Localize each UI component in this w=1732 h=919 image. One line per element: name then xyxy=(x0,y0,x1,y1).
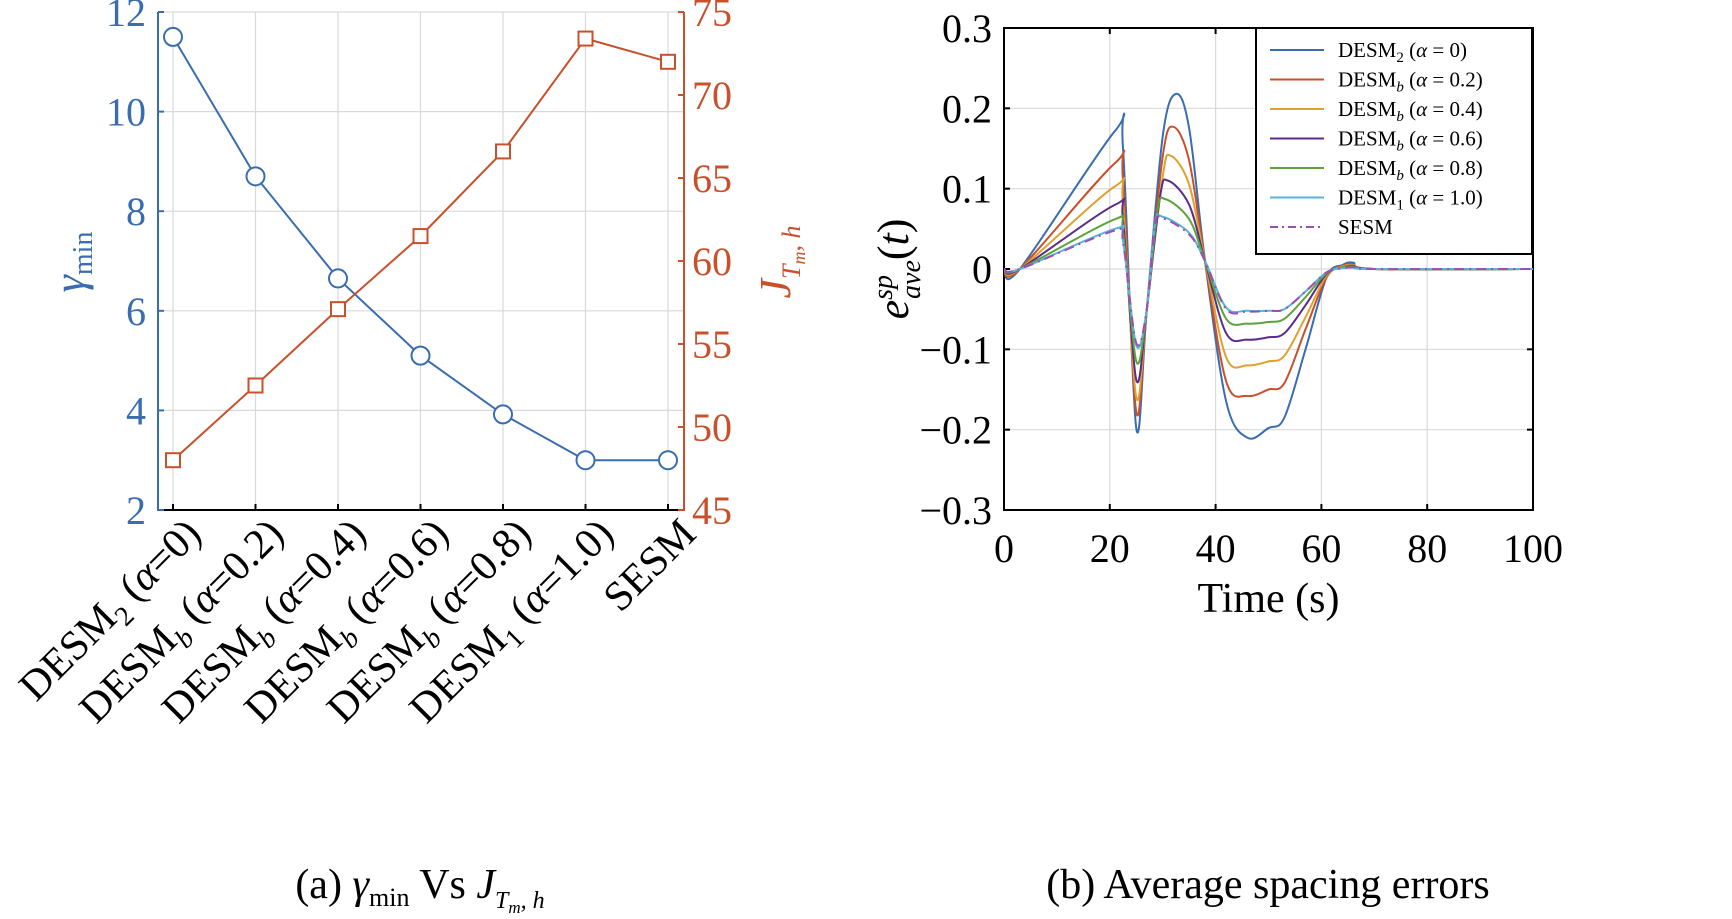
left-y-tick-label: 8 xyxy=(126,189,146,234)
x-tick-label: SESM xyxy=(595,511,705,621)
caption-a: (a) γmin Vs JTm, h xyxy=(295,862,544,917)
right-y-axis-label: JTm, h xyxy=(751,226,809,299)
data-point-j-tm-h xyxy=(330,301,346,318)
right-y-tick-label: 55 xyxy=(692,322,732,367)
right-y-tick-label: 65 xyxy=(692,156,732,201)
series-line-7 xyxy=(1004,215,1533,347)
legend-label: SESM xyxy=(1338,215,1393,239)
data-point-j-tm-h xyxy=(577,30,594,47)
x-tick-label: 0 xyxy=(994,526,1014,571)
right-y-tick-label: 75 xyxy=(692,0,732,35)
legend-label: DESMb (α = 0.8) xyxy=(1338,156,1483,184)
data-point-j-tm-h xyxy=(660,53,676,70)
data-point-gamma-min xyxy=(658,450,678,471)
panel-b-chart: −0.3 −0.2 −0.1 0 0.1 0.2 0.3 0 20 40 60 80 100 Time (… xyxy=(868,6,1563,908)
data-point-gamma-min xyxy=(575,450,596,471)
data-point-gamma-min xyxy=(328,268,348,289)
caption-b: (b) Average spacing errors xyxy=(1046,862,1490,908)
x-tick-label: 100 xyxy=(1503,526,1563,571)
data-point-j-tm-h xyxy=(165,452,181,469)
data-point-gamma-min xyxy=(163,26,183,47)
right-y-tick-label: 50 xyxy=(692,405,732,450)
series-group xyxy=(1004,92,1533,440)
legend-label: DESMb (α = 0.2) xyxy=(1338,68,1483,96)
y-tick-label: −0.3 xyxy=(919,488,992,533)
y-tick-label: 0 xyxy=(972,247,992,292)
y-tick-label: 0.1 xyxy=(942,167,992,212)
legend-label: DESM1 (α = 1.0) xyxy=(1338,186,1483,214)
legend-box xyxy=(1255,27,1533,255)
legend-label: DESM2 (α = 0) xyxy=(1338,38,1467,66)
data-point-j-tm-h xyxy=(412,228,429,245)
x-tick-label: 40 xyxy=(1196,526,1236,571)
y-tick-label: −0.1 xyxy=(919,327,992,372)
data-point-gamma-min xyxy=(493,404,513,425)
legend-label: DESMb (α = 0.4) xyxy=(1338,97,1483,125)
y-tick-label: 0.2 xyxy=(942,86,992,131)
right-y-tick-label: 45 xyxy=(692,488,732,533)
x-axis-label: Time (s) xyxy=(1198,576,1340,622)
left-y-tick-label: 4 xyxy=(126,388,146,433)
data-point-j-tm-h xyxy=(247,377,264,394)
data-point-gamma-min xyxy=(410,345,431,366)
left-y-tick-label: 2 xyxy=(126,488,146,533)
left-y-axis-label: γmin xyxy=(45,232,99,293)
left-y-tick-label: 12 xyxy=(106,0,146,35)
data-point-j-tm-h xyxy=(495,143,511,160)
data-point-gamma-min xyxy=(245,166,266,187)
left-y-tick-label: 6 xyxy=(126,289,146,334)
y-tick-label: 0.3 xyxy=(942,6,992,51)
x-tick-label: 80 xyxy=(1407,526,1447,571)
right-y-tick-label: 60 xyxy=(692,239,732,284)
right-y-tick-label: 70 xyxy=(692,73,732,118)
left-y-tick-label: 10 xyxy=(106,90,146,135)
y-tick-label: −0.2 xyxy=(919,408,992,453)
y-axis-label: espave(t) xyxy=(868,219,927,320)
x-tick-label: 20 xyxy=(1090,526,1130,571)
x-tick-label: 60 xyxy=(1301,526,1341,571)
legend-label: DESMb (α = 0.6) xyxy=(1338,127,1483,155)
